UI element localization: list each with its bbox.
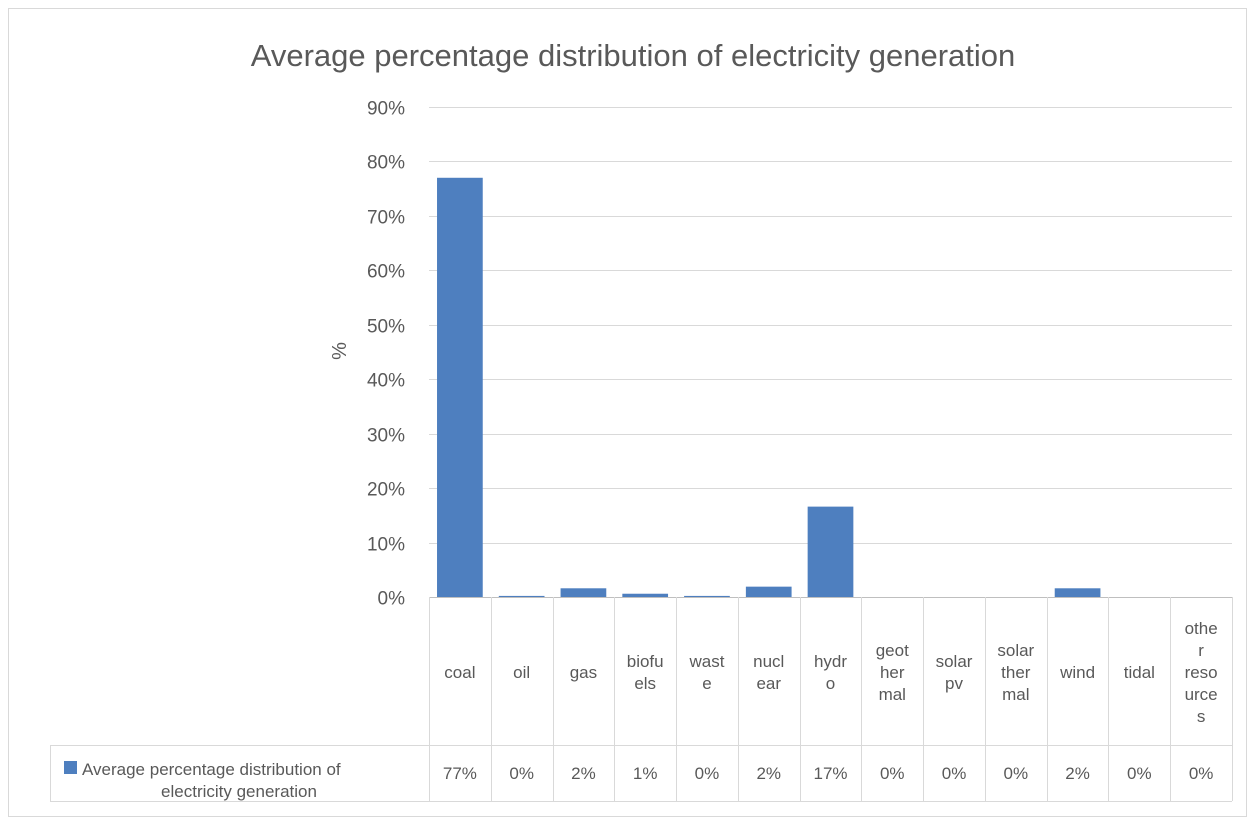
category-label: s (1197, 707, 1206, 726)
category-label: ther (1001, 663, 1031, 682)
bar (1054, 588, 1101, 597)
data-label: 2% (756, 764, 781, 783)
bar (684, 595, 730, 597)
category-label: reso (1185, 663, 1218, 682)
category-label: hydr (814, 652, 847, 671)
y-tick-label: 50% (367, 317, 405, 338)
data-label: 0% (695, 764, 720, 783)
bar (560, 588, 607, 597)
category-label: solar (936, 652, 973, 671)
data-label: 77% (443, 764, 477, 783)
bar (622, 593, 669, 597)
y-tick-label: 70% (367, 208, 405, 229)
data-label: 0% (509, 764, 534, 783)
data-label: 0% (942, 764, 967, 783)
y-tick-label: 0% (378, 589, 406, 610)
category-label: mal (879, 685, 906, 704)
data-label: 0% (1004, 764, 1029, 783)
category-label: wind (1059, 663, 1095, 682)
data-label: 0% (1127, 764, 1152, 783)
legend-key (64, 761, 77, 774)
category-label: mal (1002, 685, 1029, 704)
data-label: 2% (1065, 764, 1090, 783)
bar (745, 586, 792, 597)
y-tick-label: 30% (367, 426, 405, 447)
category-label: wast (688, 652, 724, 671)
chart-border (8, 8, 1247, 817)
bar (437, 177, 483, 597)
category-label: pv (945, 674, 963, 693)
category-label: e (702, 674, 711, 693)
data-table: coal 77% oil 0% gas 2% biofu els 1% wast e 0% nucl ea… (50, 597, 1233, 802)
category-label: nucl (753, 652, 784, 671)
bar (807, 506, 854, 597)
category-label: tidal (1124, 663, 1155, 682)
y-tick-label: 40% (367, 371, 405, 392)
legend-label: Average percentage distribution of (82, 760, 341, 779)
category-label: coal (444, 663, 475, 682)
y-tick-label: 80% (367, 153, 405, 174)
data-label: 2% (571, 764, 596, 783)
y-tick-label: 90% (367, 99, 405, 120)
y-tick-labels: 0% 10% 20% 30% 40% 50% 60% 70% 80% 90% (367, 99, 405, 610)
y-tick-label: 60% (367, 262, 405, 283)
category-label: r (1198, 641, 1204, 660)
legend-label: electricity generation (161, 782, 317, 801)
data-label: 17% (813, 764, 847, 783)
data-label: 1% (633, 764, 658, 783)
category-label: ear (756, 674, 781, 693)
category-label: solar (997, 641, 1034, 660)
y-tick-label: 20% (367, 480, 405, 501)
category-label: gas (570, 663, 597, 682)
y-tick-label: 10% (367, 535, 405, 556)
category-label: oil (513, 663, 530, 682)
category-label: els (634, 674, 656, 693)
category-label: o (826, 674, 835, 693)
chart-title: Average percentage distribution of elect… (251, 38, 1016, 73)
bars (437, 177, 1101, 597)
bar (498, 595, 545, 597)
category-label: her (880, 663, 905, 682)
category-label: biofu (627, 652, 664, 671)
y-axis-label: % (329, 342, 351, 360)
data-label: 0% (880, 764, 905, 783)
category-label: geot (876, 641, 909, 660)
category-label: othe (1185, 619, 1218, 638)
data-label: 0% (1189, 764, 1214, 783)
gridlines (429, 107, 1232, 598)
category-label: urce (1185, 685, 1218, 704)
